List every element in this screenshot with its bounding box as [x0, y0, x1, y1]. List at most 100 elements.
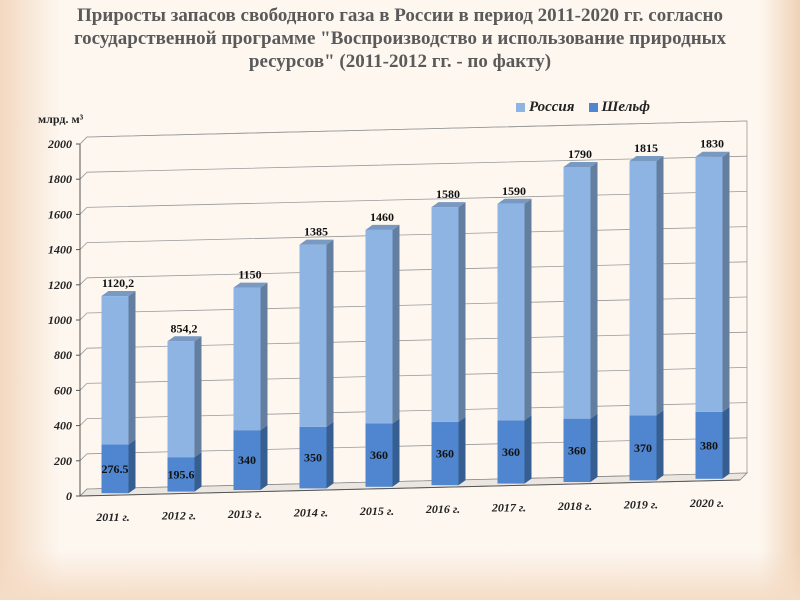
legend: Россия Шельф: [516, 99, 650, 116]
y-tick-label: 400: [53, 419, 72, 433]
data-label-shelf: 195.6: [168, 467, 195, 481]
bar-shelf-side: [722, 406, 730, 479]
data-label-shelf: 276.5: [102, 462, 129, 476]
bar-shelf-side: [590, 413, 598, 482]
y-tick-label: 800: [54, 348, 72, 362]
bar-russia-side: [392, 224, 400, 424]
data-label-total: 1830: [700, 137, 724, 151]
bar-russia: [167, 341, 195, 458]
gridline: [79, 191, 748, 215]
x-tick-label: 2020 г.: [689, 496, 724, 510]
bar-russia-top: [563, 161, 598, 167]
data-label-shelf: 340: [238, 453, 256, 467]
y-tick-label: 1400: [48, 243, 72, 257]
data-label-total: 1460: [370, 210, 394, 224]
bar-russia: [629, 160, 657, 416]
data-label-total: 1580: [436, 187, 460, 201]
bar-russia: [233, 287, 261, 431]
data-label-shelf: 350: [304, 451, 322, 465]
bar-russia: [365, 229, 393, 424]
bar-russia-top: [431, 202, 466, 208]
y-tick-label: 1600: [48, 207, 72, 221]
x-tick-label: 2018 г.: [557, 499, 592, 513]
background-left-gradient: [0, 0, 60, 600]
x-tick-label: 2016 г.: [425, 502, 460, 516]
data-label-shelf: 380: [700, 438, 718, 452]
data-label-total: 1590: [502, 184, 526, 198]
x-tick-label: 2011 г.: [95, 510, 130, 524]
bar-russia: [431, 207, 459, 422]
legend-swatch-russia: [516, 103, 525, 112]
bar-russia-top: [233, 282, 268, 288]
bar-shelf-side: [656, 410, 664, 481]
bar-shelf-side: [392, 418, 400, 487]
bar-shelf: [497, 420, 525, 484]
data-label-total: 1790: [568, 147, 592, 161]
y-tick-label: 1800: [48, 172, 72, 186]
bar-shelf: [167, 457, 195, 492]
bar-russia-top: [299, 239, 334, 245]
gridline: [79, 155, 748, 180]
bar-russia-top: [497, 198, 532, 204]
y-tick-label: 0: [66, 489, 72, 503]
data-label-total: 1150: [238, 268, 261, 282]
data-label-shelf: 360: [568, 443, 586, 457]
bar-russia: [299, 244, 327, 427]
bar-russia: [563, 166, 591, 419]
bar-russia: [695, 156, 723, 412]
bar-shelf-side: [524, 415, 532, 484]
x-tick-label: 2019 г.: [623, 497, 658, 511]
bar-shelf: [233, 430, 261, 490]
data-label-total: 854,2: [171, 321, 198, 335]
bar-shelf-side: [128, 439, 136, 494]
bar-shelf-side: [194, 452, 202, 492]
bar-russia-side: [326, 239, 334, 427]
bar-russia-top: [695, 151, 730, 157]
data-label-shelf: 360: [436, 447, 454, 461]
bar-shelf: [299, 426, 327, 489]
bar-russia-side: [260, 282, 268, 431]
bar-shelf: [629, 415, 657, 481]
bar-shelf: [365, 423, 393, 487]
x-tick-label: 2015 г.: [359, 504, 394, 518]
data-label-total: 1815: [634, 141, 658, 155]
bar-russia-side: [458, 202, 466, 422]
bar-russia-side: [524, 198, 532, 421]
y-tick-label: 2000: [47, 137, 72, 151]
legend-swatch-shelf: [588, 103, 598, 112]
bar-russia-side: [194, 336, 202, 458]
data-label-shelf: 360: [370, 448, 388, 462]
background-right-gradient: [760, 0, 800, 600]
bar-russia-top: [365, 224, 400, 230]
bar-russia-side: [722, 151, 730, 412]
x-tick-label: 2014 г.: [293, 505, 328, 519]
bar-shelf-side: [326, 421, 334, 489]
x-tick-label: 2012 г.: [161, 509, 196, 523]
background-bottom-gradient: [0, 550, 800, 600]
bar-shelf: [563, 418, 591, 482]
data-label-shelf: 370: [634, 441, 652, 455]
bar-russia-side: [128, 291, 136, 445]
y-tick-label: 600: [54, 383, 72, 397]
x-axis-line: [79, 479, 741, 497]
y-tick-label: 1200: [48, 278, 72, 292]
legend-label-russia: Россия: [529, 99, 575, 115]
x-tick-label: 2013 г.: [227, 507, 262, 521]
bar-shelf-side: [260, 425, 268, 490]
data-label-total: 1120,2: [102, 276, 134, 290]
legend-label-shelf: Шельф: [601, 99, 650, 115]
gridline: [79, 120, 748, 145]
bar-shelf: [431, 421, 459, 486]
bar-russia-top: [167, 336, 202, 342]
bar-shelf: [101, 444, 129, 494]
data-label-shelf: 360: [502, 445, 520, 459]
bar-russia: [497, 203, 525, 421]
bar-russia-side: [590, 161, 598, 419]
y-axis-label: млрд. м³: [38, 112, 84, 126]
bar-russia-side: [656, 155, 664, 416]
legend-item-shelf: Шельф: [588, 99, 650, 116]
bar-shelf: [695, 411, 723, 479]
y-tick-label: 1000: [48, 313, 72, 327]
chart-title: Приросты запасов свободного газа в Росси…: [74, 5, 726, 72]
bar-russia-top: [101, 291, 136, 297]
